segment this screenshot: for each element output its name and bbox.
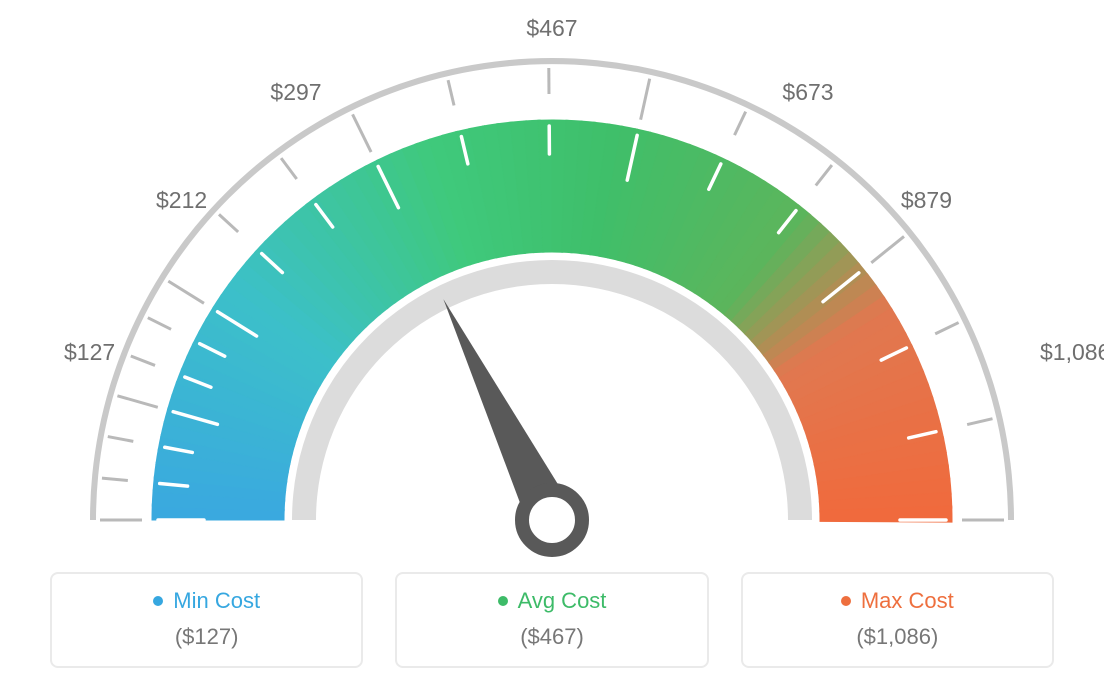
legend-title-avg: Avg Cost <box>498 588 607 614</box>
gauge-svg: $127 $212 $297 $467 $673 $879 $1,086 <box>0 0 1104 560</box>
gauge-tick-label: $1,086 <box>1040 339 1104 365</box>
legend-card-avg: Avg Cost ($467) <box>395 572 708 668</box>
cost-gauge-chart: $127 $212 $297 $467 $673 $879 $1,086 Min Cost … <box>0 0 1104 690</box>
gauge-tick-label: $127 <box>64 339 115 365</box>
gauge-tick-label: $297 <box>270 79 321 105</box>
legend-label-min: Min Cost <box>173 588 260 614</box>
legend-row: Min Cost ($127) Avg Cost ($467) Max Cost… <box>50 572 1054 668</box>
gauge-hub <box>522 490 582 550</box>
gauge-tick-label: $212 <box>156 187 207 213</box>
legend-label-avg: Avg Cost <box>518 588 607 614</box>
legend-title-max: Max Cost <box>841 588 954 614</box>
gauge-tick-label: $467 <box>526 15 577 41</box>
legend-title-min: Min Cost <box>153 588 260 614</box>
gauge-tick-label: $879 <box>901 187 952 213</box>
legend-value-avg: ($467) <box>407 624 696 650</box>
legend-label-max: Max Cost <box>861 588 954 614</box>
legend-dot-max <box>841 596 851 606</box>
legend-value-max: ($1,086) <box>753 624 1042 650</box>
legend-card-max: Max Cost ($1,086) <box>741 572 1054 668</box>
legend-dot-min <box>153 596 163 606</box>
legend-card-min: Min Cost ($127) <box>50 572 363 668</box>
legend-dot-avg <box>498 596 508 606</box>
gauge-tick-label: $673 <box>782 79 833 105</box>
legend-value-min: ($127) <box>62 624 351 650</box>
